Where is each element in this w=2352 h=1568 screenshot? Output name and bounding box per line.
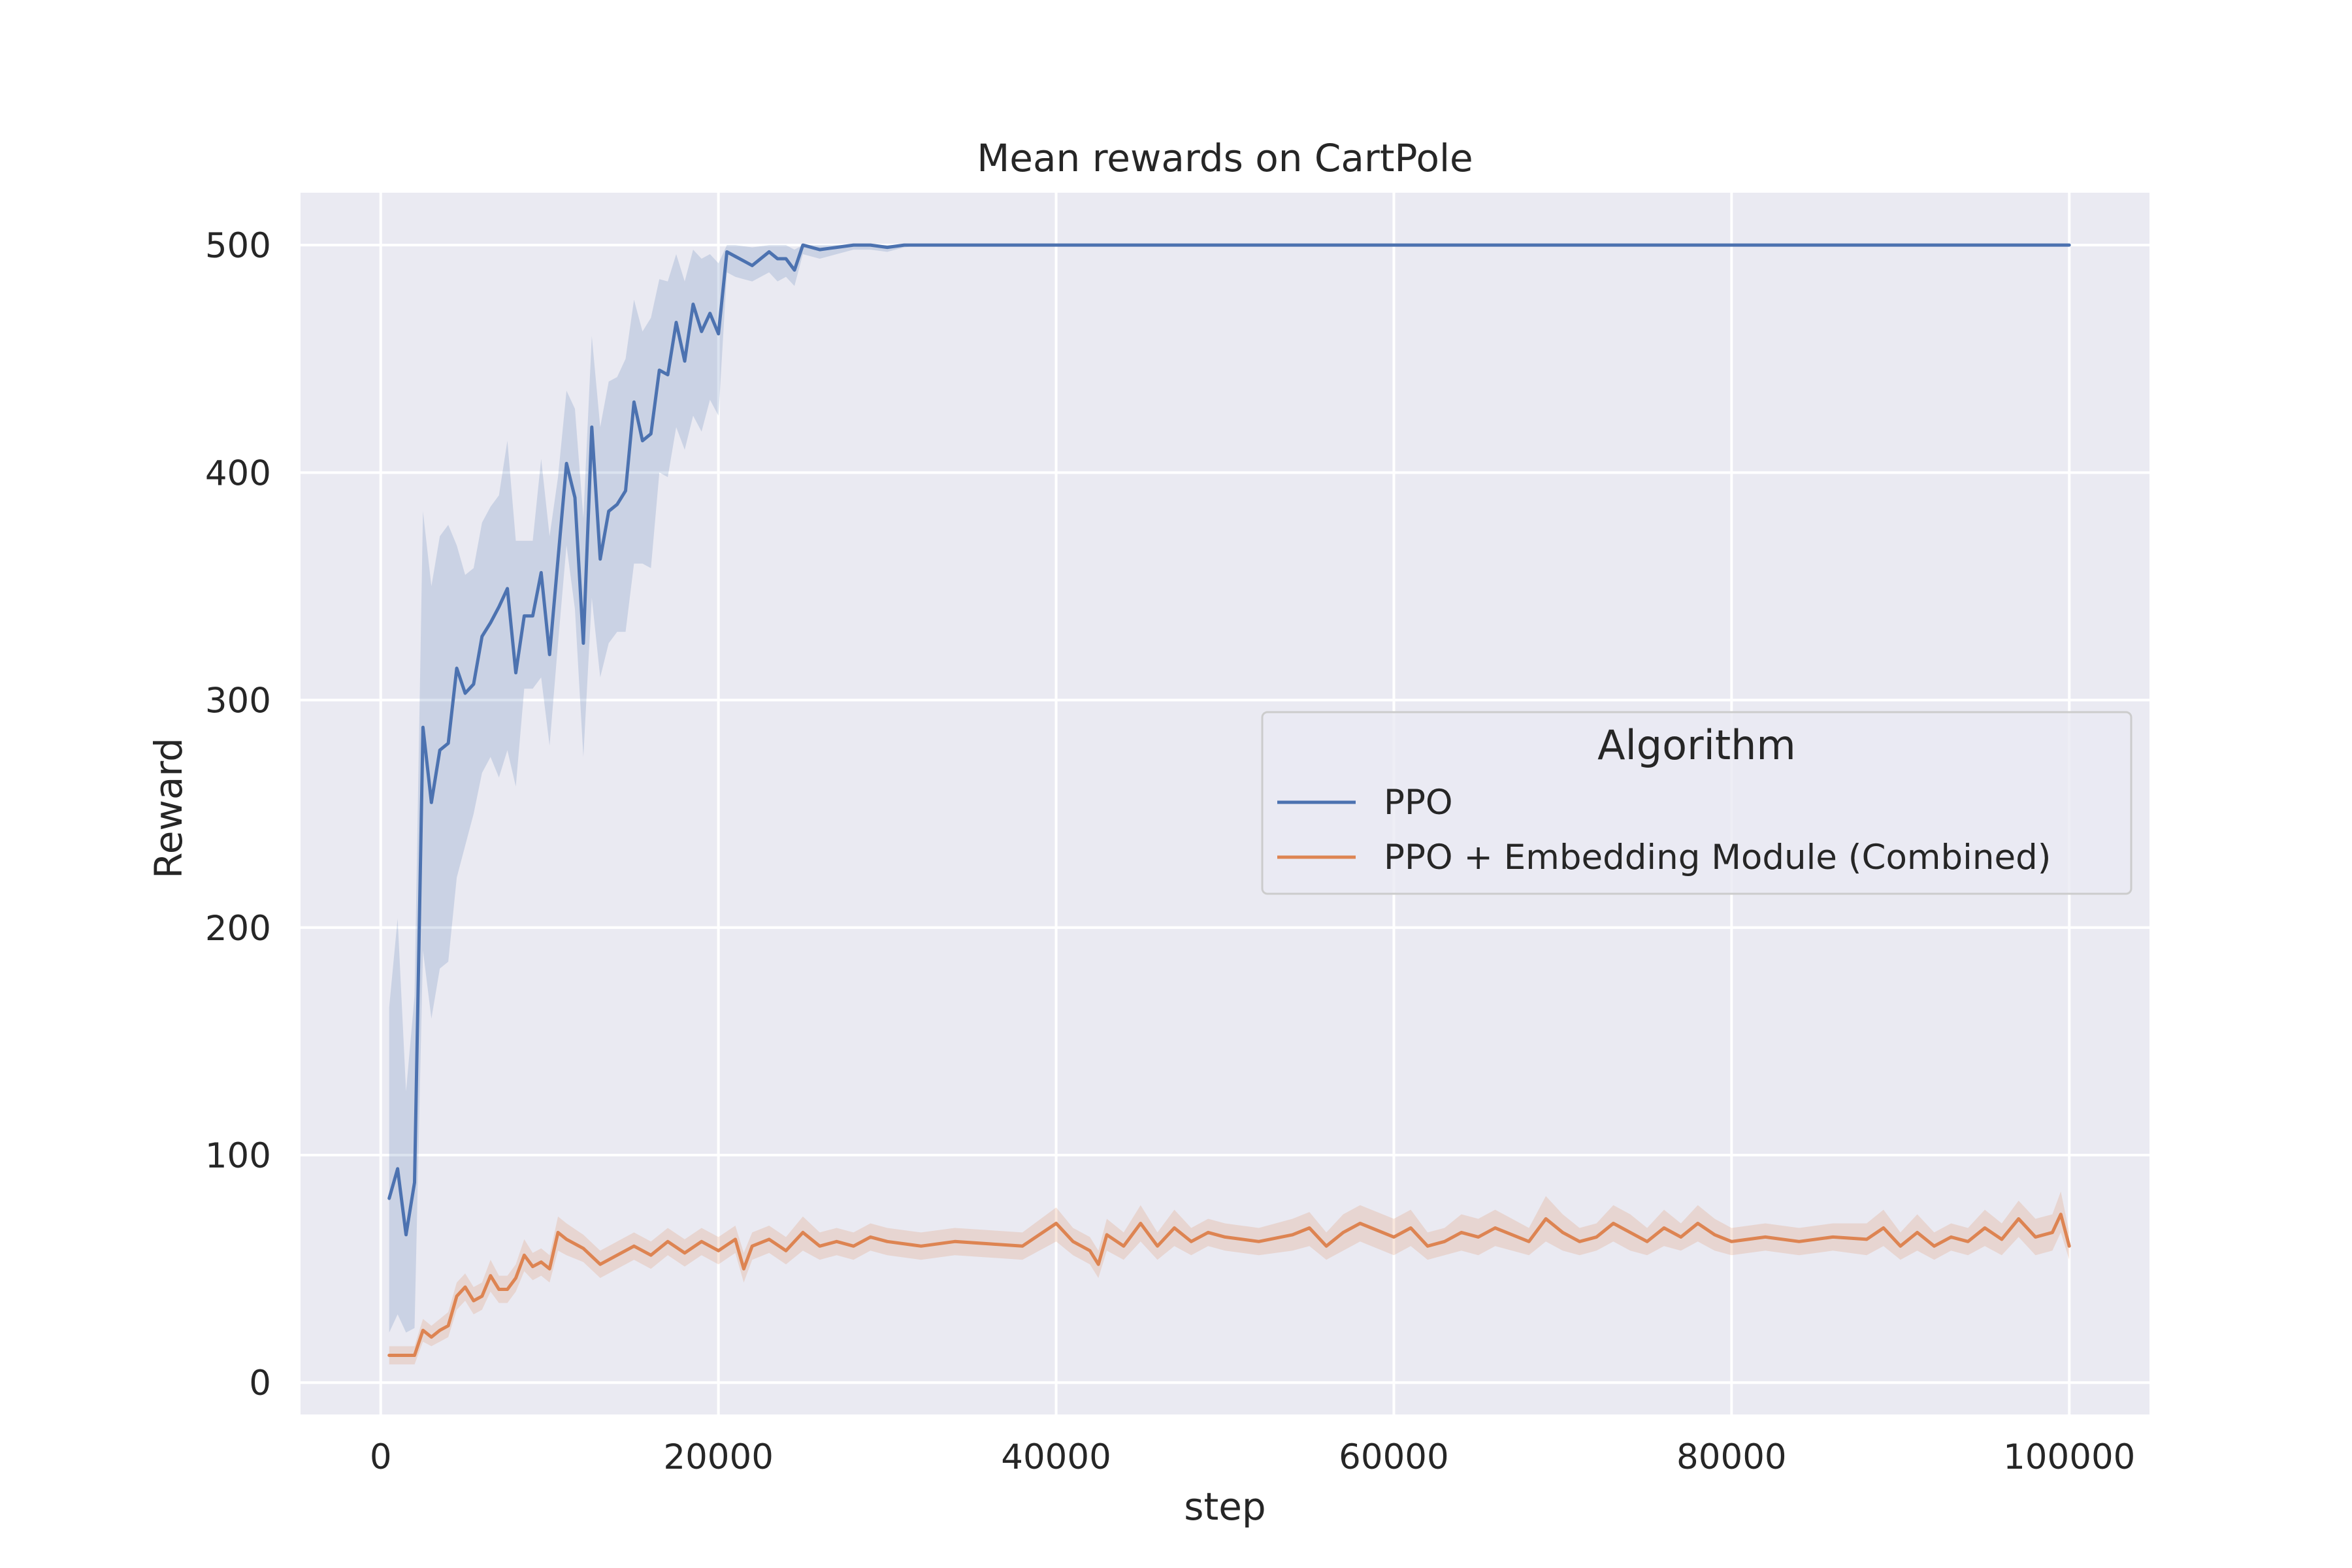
x-tick-label: 100000 [2003, 1437, 2135, 1477]
x-axis-label: step [1184, 1484, 1266, 1529]
x-tick-label: 60000 [1339, 1437, 1449, 1477]
line-ppo-embedding-module-combined [387, 1213, 2071, 1357]
y-tick-label: 200 [205, 909, 271, 949]
chart-title: Mean rewards on CartPole [977, 136, 1473, 180]
confidence-bands [389, 245, 2070, 1365]
legend-frame [1261, 711, 2132, 895]
y-tick-label: 300 [205, 681, 271, 721]
series-lines [387, 243, 2071, 1357]
legend: Algorithm PPO PPO + Embedding Module (Co… [1261, 711, 2132, 895]
x-tick-labels: 0 20000 40000 60000 80000 100000 [370, 1437, 2136, 1477]
legend-title: Algorithm [1597, 721, 1796, 769]
y-tick-label: 0 [249, 1364, 271, 1403]
y-tick-labels: 0 100 200 300 400 500 [205, 226, 271, 1403]
band-ppo-embedding-module-combined [389, 1191, 2070, 1365]
y-axis-label: Reward [146, 738, 191, 879]
x-tick-label: 40000 [1001, 1437, 1111, 1477]
y-tick-label: 500 [205, 226, 271, 266]
legend-label-ppo: PPO [1384, 783, 1453, 823]
x-tick-label: 0 [370, 1437, 392, 1477]
line-ppo [387, 243, 2071, 1237]
y-tick-label: 100 [205, 1136, 271, 1176]
y-tick-label: 400 [205, 453, 271, 493]
x-tick-label: 80000 [1676, 1437, 1787, 1477]
x-tick-label: 20000 [663, 1437, 774, 1477]
legend-label-ppo-embedding: PPO + Embedding Module (Combined) [1384, 838, 2051, 877]
